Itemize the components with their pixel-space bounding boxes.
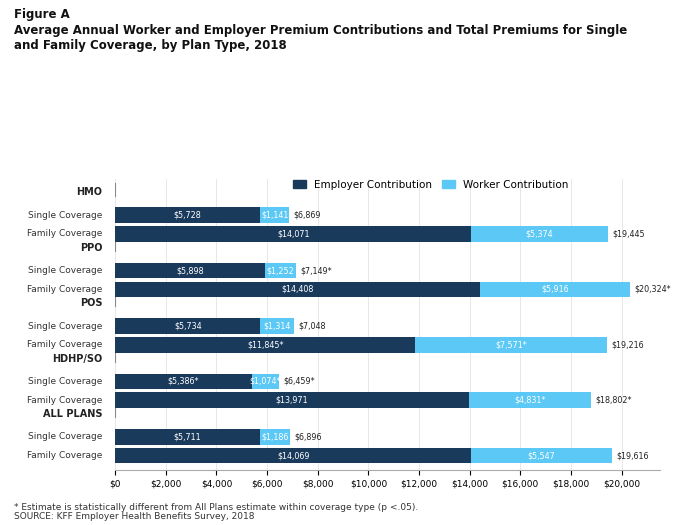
Text: Single Coverage: Single Coverage: [28, 433, 103, 442]
Text: $5,386*: $5,386*: [168, 377, 199, 386]
Text: $5,711: $5,711: [174, 433, 201, 442]
Text: Single Coverage: Single Coverage: [28, 377, 103, 386]
Text: $14,408: $14,408: [281, 285, 314, 294]
Text: HMO: HMO: [77, 187, 103, 197]
Bar: [115, 263, 265, 278]
Text: $19,616: $19,616: [616, 451, 649, 460]
Bar: [260, 318, 294, 334]
Text: $7,571*: $7,571*: [495, 340, 527, 349]
Text: Single Coverage: Single Coverage: [28, 321, 103, 331]
Bar: [265, 263, 296, 278]
Text: $13,971: $13,971: [276, 396, 309, 405]
Text: $18,802*: $18,802*: [596, 396, 632, 405]
Text: $4,831*: $4,831*: [514, 396, 546, 405]
Text: $5,374: $5,374: [526, 229, 554, 238]
Text: Family Coverage: Family Coverage: [27, 229, 103, 238]
Bar: [260, 429, 290, 445]
Bar: [471, 226, 607, 242]
Bar: [115, 374, 251, 389]
Text: Figure A: Figure A: [14, 8, 70, 21]
Bar: [115, 207, 260, 223]
Text: $19,216: $19,216: [611, 340, 644, 349]
Text: $19,445: $19,445: [612, 229, 645, 238]
Text: $7,048: $7,048: [298, 321, 326, 331]
Text: Family Coverage: Family Coverage: [27, 396, 103, 405]
Text: $1,141: $1,141: [261, 211, 288, 219]
Text: ALL PLANS: ALL PLANS: [43, 409, 103, 419]
Text: Single Coverage: Single Coverage: [28, 211, 103, 219]
Text: POS: POS: [80, 298, 103, 308]
Text: $5,547: $5,547: [528, 451, 556, 460]
Text: SOURCE: KFF Employer Health Benefits Survey, 2018: SOURCE: KFF Employer Health Benefits Sur…: [14, 512, 255, 521]
Text: $6,896: $6,896: [295, 433, 322, 442]
Bar: [251, 374, 279, 389]
Text: HDHP/SO: HDHP/SO: [52, 354, 103, 364]
Text: $1,252: $1,252: [267, 266, 295, 275]
Text: $20,324*: $20,324*: [634, 285, 671, 294]
Text: $5,898: $5,898: [176, 266, 204, 275]
Text: $5,728: $5,728: [174, 211, 202, 219]
Text: $1,186: $1,186: [261, 433, 288, 442]
Bar: [471, 448, 612, 464]
Text: PPO: PPO: [80, 243, 103, 253]
Text: Family Coverage: Family Coverage: [27, 285, 103, 294]
Legend: Employer Contribution, Worker Contribution: Employer Contribution, Worker Contributi…: [289, 175, 573, 194]
Bar: [115, 337, 415, 352]
Text: * Estimate is statistically different from All Plans estimate within coverage ty: * Estimate is statistically different fr…: [14, 503, 418, 512]
Text: Single Coverage: Single Coverage: [28, 266, 103, 275]
Bar: [115, 318, 260, 334]
Bar: [115, 226, 471, 242]
Text: $14,069: $14,069: [277, 451, 309, 460]
Text: Family Coverage: Family Coverage: [27, 340, 103, 349]
Bar: [115, 448, 471, 464]
Text: Average Annual Worker and Employer Premium Contributions and Total Premiums for : Average Annual Worker and Employer Premi…: [14, 24, 628, 51]
Bar: [260, 207, 289, 223]
Text: $5,734: $5,734: [174, 321, 202, 331]
Text: $14,071: $14,071: [277, 229, 310, 238]
Text: $1,074*: $1,074*: [249, 377, 281, 386]
Text: $1,314: $1,314: [263, 321, 290, 331]
Bar: [115, 393, 469, 408]
Text: $5,916: $5,916: [541, 285, 569, 294]
Bar: [469, 393, 591, 408]
Bar: [415, 337, 607, 352]
Text: $6,459*: $6,459*: [283, 377, 315, 386]
Text: $11,845*: $11,845*: [247, 340, 283, 349]
Bar: [115, 429, 260, 445]
Text: $6,869: $6,869: [294, 211, 321, 219]
Text: Family Coverage: Family Coverage: [27, 451, 103, 460]
Bar: [480, 281, 630, 297]
Text: $7,149*: $7,149*: [301, 266, 332, 275]
Bar: [115, 281, 480, 297]
